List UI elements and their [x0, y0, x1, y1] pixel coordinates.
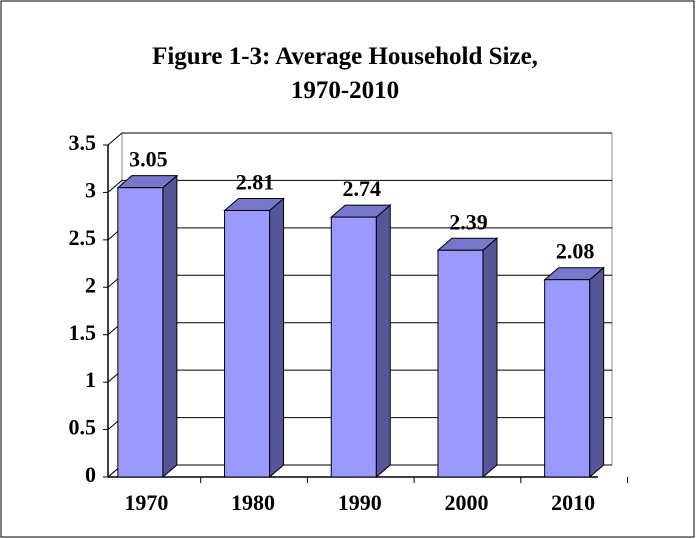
bar-front — [224, 209, 271, 478]
x-tick-label: 1970 — [124, 490, 168, 515]
bar-front — [544, 279, 591, 478]
y-tick-label: 0 — [85, 462, 96, 487]
y-tick-label: 3.5 — [69, 130, 97, 155]
x-tick-label: 1990 — [338, 490, 382, 515]
bar — [543, 266, 606, 479]
bar-front — [117, 187, 164, 478]
y-tick-label: 2 — [85, 272, 96, 297]
x-tick-label: 2000 — [444, 490, 488, 515]
data-label: 2.39 — [449, 209, 488, 234]
y-tick-label: 1.5 — [69, 320, 97, 345]
bar — [436, 237, 499, 479]
bar — [329, 204, 392, 479]
data-label: 2.08 — [556, 239, 595, 264]
bar-front — [437, 249, 484, 478]
x-tick-label: 1980 — [231, 490, 275, 515]
bar-side — [375, 204, 391, 479]
bar-side — [162, 174, 178, 479]
data-label: 3.05 — [129, 147, 168, 172]
grid-line — [107, 132, 612, 146]
x-tick-label: 2010 — [551, 490, 595, 515]
y-tick-label: 1 — [85, 367, 96, 392]
grid-line — [107, 179, 612, 193]
y-tick-label: 3 — [85, 177, 96, 202]
bar-side — [482, 237, 498, 479]
bar — [223, 197, 285, 479]
bar-front — [330, 216, 377, 478]
y-tick-label: 0.5 — [69, 415, 97, 440]
y-tick-label: 2.5 — [69, 225, 97, 250]
chart-title: Figure 1-3: Average Household Size, 1970… — [152, 43, 538, 104]
data-label: 2.81 — [236, 169, 275, 194]
bar-side — [269, 197, 285, 479]
bar-side — [589, 266, 605, 479]
data-label: 2.74 — [343, 176, 382, 201]
bar — [116, 174, 179, 479]
